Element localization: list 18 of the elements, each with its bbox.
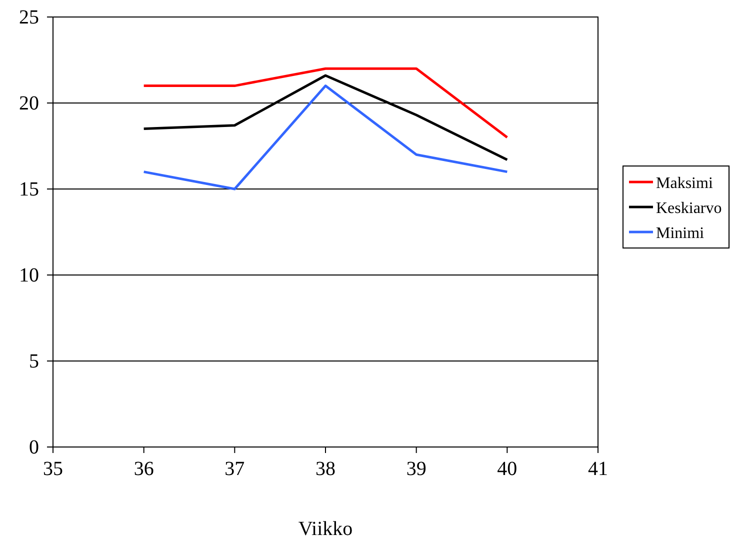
y-tick-label: 15 bbox=[19, 178, 39, 200]
x-tick-label: 39 bbox=[406, 458, 426, 480]
y-tick-label: 20 bbox=[19, 92, 39, 114]
x-axis-title: Viikko bbox=[298, 518, 353, 537]
x-tick-label: 35 bbox=[43, 458, 63, 480]
x-tick-label: 36 bbox=[134, 458, 154, 480]
y-tick-label: 25 bbox=[19, 6, 39, 28]
y-tick-label: 5 bbox=[29, 350, 39, 372]
legend-label: Minimi bbox=[656, 225, 705, 242]
y-tick-label: 10 bbox=[19, 264, 39, 286]
x-tick-label: 37 bbox=[224, 458, 245, 480]
y-tick-label: 0 bbox=[29, 436, 39, 458]
legend-label: Keskiarvo bbox=[656, 200, 722, 217]
x-tick-label: 38 bbox=[316, 458, 336, 480]
line-series bbox=[142, 84, 508, 190]
legend-label: Maksimi bbox=[656, 175, 714, 192]
x-tick-label: 40 bbox=[497, 458, 518, 480]
x-tick-label: 41 bbox=[588, 458, 608, 480]
